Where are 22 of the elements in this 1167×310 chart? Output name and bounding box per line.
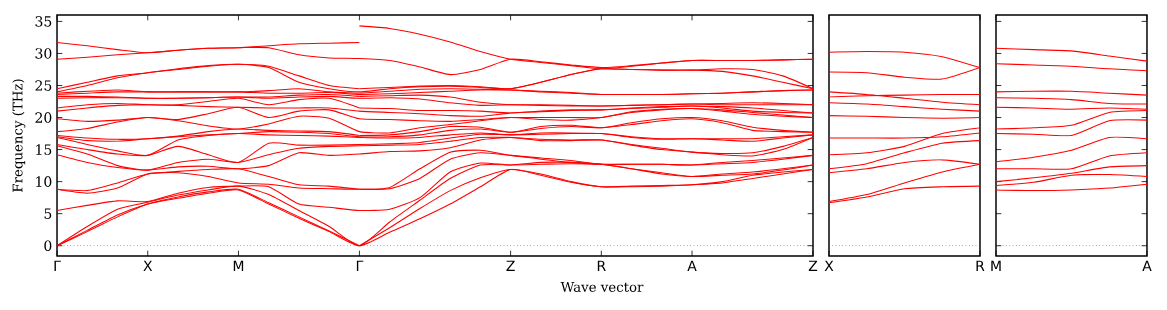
x-tick-label: X <box>824 260 834 271</box>
y-tick-label: 25 <box>35 80 52 91</box>
y-tick-label: 0 <box>44 240 52 252</box>
y-tick-label: 35 <box>35 16 52 27</box>
x-tick-label: Γ <box>54 260 61 271</box>
x-tick-label: Γ <box>356 260 364 271</box>
x-axis-title: Wave vector <box>560 282 644 292</box>
y-axis-title: Frequency (THz) <box>12 79 26 192</box>
x-tick-label: A <box>1142 260 1152 271</box>
x-tick-label: M <box>991 260 1001 271</box>
y-tick-label: 5 <box>44 208 52 219</box>
x-tick-label: Z <box>506 260 515 271</box>
x-tick-label: X <box>143 260 153 271</box>
x-tick-label: R <box>597 260 606 271</box>
x-tick-label: M <box>233 260 244 271</box>
y-tick-label: 10 <box>36 176 52 187</box>
x-tick-label: Z <box>808 260 818 271</box>
x-tick-label: A <box>687 260 697 271</box>
x-tick-label: R <box>976 260 985 271</box>
y-tick-label: 30 <box>35 48 52 59</box>
y-tick-label: 15 <box>36 144 52 155</box>
y-tick-label: 20 <box>35 112 52 123</box>
